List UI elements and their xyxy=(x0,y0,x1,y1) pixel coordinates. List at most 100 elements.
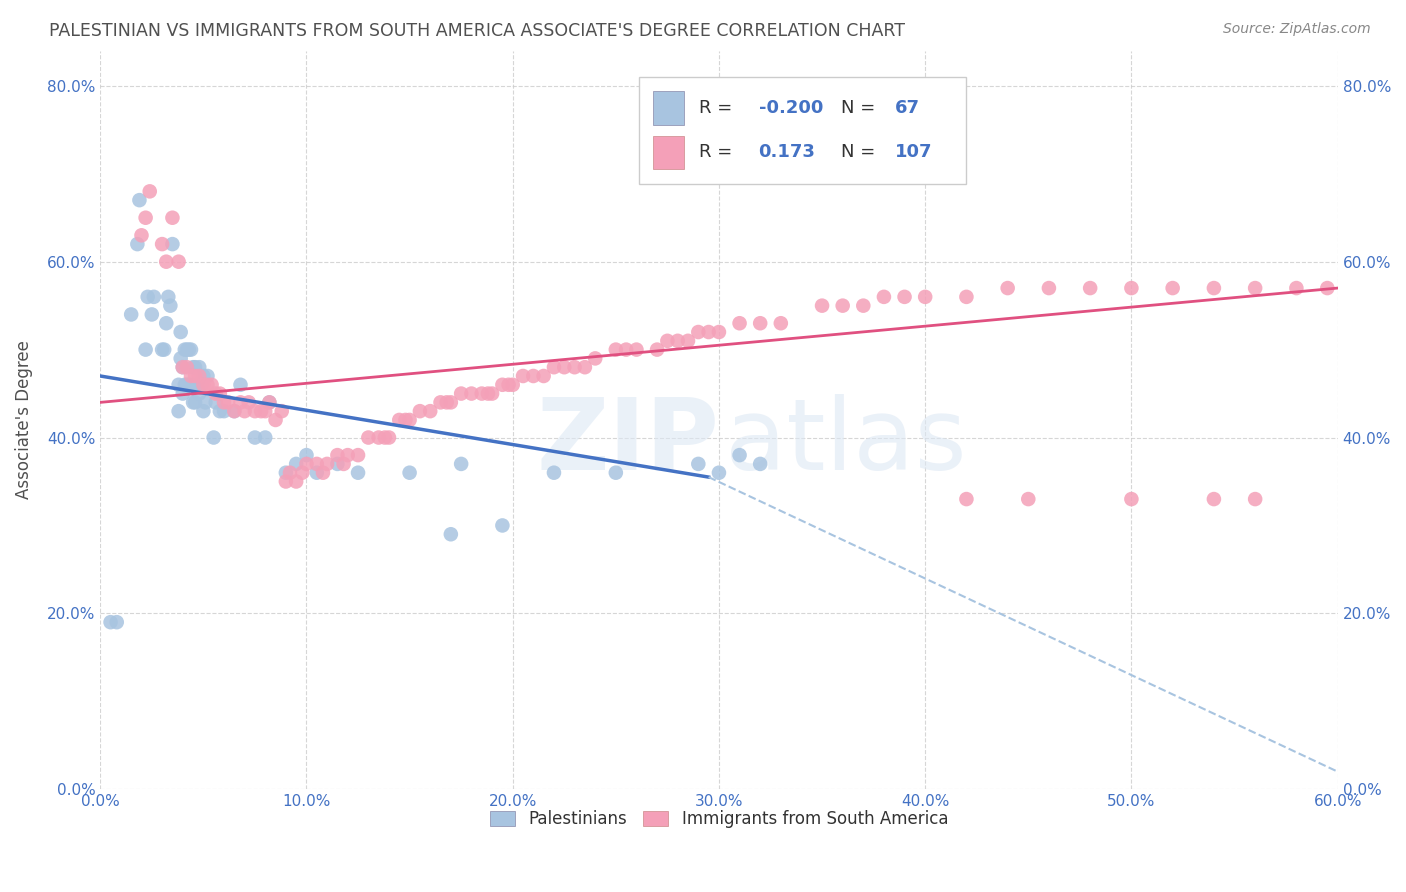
Point xyxy=(769,316,792,330)
Text: N =: N = xyxy=(841,143,876,161)
Point xyxy=(533,369,555,384)
Point xyxy=(259,395,281,409)
Point xyxy=(188,386,211,401)
Point xyxy=(728,316,751,330)
Point xyxy=(305,457,328,471)
Point xyxy=(197,369,219,384)
Text: atlas: atlas xyxy=(725,393,967,491)
Text: 67: 67 xyxy=(894,98,920,117)
Text: Source: ZipAtlas.com: Source: ZipAtlas.com xyxy=(1223,22,1371,37)
Point xyxy=(326,448,349,462)
Point xyxy=(657,334,679,348)
Point xyxy=(184,360,207,375)
Point xyxy=(167,377,190,392)
Point xyxy=(347,448,370,462)
Point xyxy=(450,457,472,471)
Text: N =: N = xyxy=(841,98,876,117)
Point xyxy=(167,404,190,418)
Point xyxy=(181,360,204,375)
Point xyxy=(128,193,150,207)
Point xyxy=(136,290,159,304)
Point xyxy=(852,299,875,313)
Point xyxy=(224,404,246,418)
Point xyxy=(583,351,606,366)
Point xyxy=(676,334,699,348)
Point xyxy=(150,237,173,252)
Point xyxy=(955,492,977,507)
Point xyxy=(127,237,149,252)
Point xyxy=(1038,281,1060,295)
Point xyxy=(155,254,177,268)
Point xyxy=(409,404,432,418)
Point xyxy=(180,377,202,392)
Point xyxy=(285,475,308,489)
Point xyxy=(167,254,190,268)
Point xyxy=(180,369,202,384)
Point xyxy=(749,316,772,330)
Point xyxy=(1316,281,1339,295)
Point xyxy=(229,395,252,409)
Point xyxy=(173,377,195,392)
Point xyxy=(177,377,200,392)
Point xyxy=(316,457,339,471)
Point xyxy=(873,290,896,304)
Point xyxy=(477,386,499,401)
Point xyxy=(190,377,212,392)
Y-axis label: Associate's Degree: Associate's Degree xyxy=(15,341,32,500)
Point xyxy=(605,466,627,480)
Point xyxy=(374,431,396,445)
Point xyxy=(502,377,524,392)
Text: ZIP: ZIP xyxy=(536,393,718,491)
Point xyxy=(229,377,252,392)
Point xyxy=(295,448,318,462)
Point xyxy=(332,457,354,471)
Point xyxy=(186,377,208,392)
Point xyxy=(749,457,772,471)
Point xyxy=(398,413,420,427)
Point xyxy=(450,386,472,401)
Point xyxy=(574,360,596,375)
Point xyxy=(1121,281,1143,295)
Point xyxy=(172,360,194,375)
Point xyxy=(498,377,520,392)
Point xyxy=(1121,492,1143,507)
Point xyxy=(204,395,226,409)
Point xyxy=(291,466,314,480)
Point xyxy=(188,360,211,375)
Point xyxy=(440,527,463,541)
Point xyxy=(811,299,834,313)
Point xyxy=(202,431,225,445)
Text: R =: R = xyxy=(699,98,733,117)
Point xyxy=(142,290,165,304)
Point xyxy=(212,395,235,409)
Point xyxy=(394,413,416,427)
Point xyxy=(254,431,277,445)
Point xyxy=(180,343,202,357)
Point xyxy=(204,386,226,401)
Point xyxy=(141,308,163,322)
Point xyxy=(553,360,575,375)
Point xyxy=(238,395,260,409)
Point xyxy=(197,377,219,392)
Point xyxy=(688,457,710,471)
Point xyxy=(208,404,231,418)
Point xyxy=(254,404,277,418)
Point xyxy=(645,343,668,357)
Point xyxy=(243,404,266,418)
Point xyxy=(159,299,181,313)
Bar xyxy=(654,91,685,125)
Point xyxy=(1244,492,1267,507)
Point xyxy=(1017,492,1039,507)
Point xyxy=(666,334,689,348)
Point xyxy=(274,466,297,480)
Point xyxy=(100,615,122,629)
Point xyxy=(285,457,308,471)
Point xyxy=(181,395,204,409)
Point xyxy=(347,466,370,480)
Point xyxy=(1202,492,1225,507)
Point xyxy=(172,386,194,401)
Point xyxy=(367,431,389,445)
Text: 0.173: 0.173 xyxy=(759,143,815,161)
Text: 107: 107 xyxy=(894,143,932,161)
Text: PALESTINIAN VS IMMIGRANTS FROM SOUTH AMERICA ASSOCIATE'S DEGREE CORRELATION CHAR: PALESTINIAN VS IMMIGRANTS FROM SOUTH AME… xyxy=(49,22,905,40)
